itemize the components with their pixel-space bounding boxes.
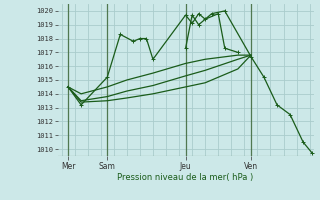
X-axis label: Pression niveau de la mer( hPa ): Pression niveau de la mer( hPa ): [117, 173, 254, 182]
